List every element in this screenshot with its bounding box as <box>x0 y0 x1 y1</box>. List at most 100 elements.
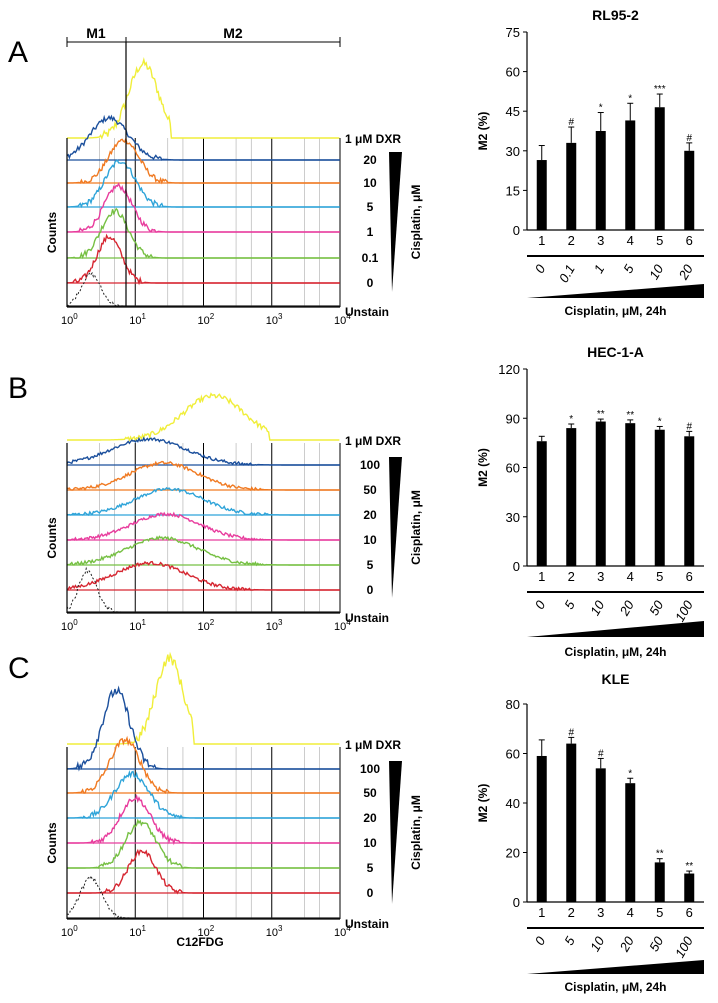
y-tick-label: 45 <box>506 104 520 119</box>
cisplatin-axis-label: Cisplatin, μM <box>409 795 423 870</box>
concentration-label: 50 <box>363 786 377 800</box>
unstain-label: Unstain <box>345 305 389 319</box>
cisplatin-4-trace <box>67 769 340 820</box>
bar <box>684 873 695 902</box>
y-tick-label: 80 <box>506 697 520 712</box>
x-tick-label: 103 <box>266 924 283 939</box>
significance-mark: * <box>658 416 662 427</box>
cisplatin-2-trace <box>67 207 340 260</box>
x-tick-label: 103 <box>266 618 283 633</box>
dxr-label: 1 μM DXR <box>345 132 401 146</box>
significance-mark: *** <box>654 84 666 95</box>
panel-letter: B <box>8 372 28 405</box>
y-tick-label: 15 <box>506 183 520 198</box>
unstain-label: Unstain <box>345 917 389 931</box>
cisplatin-axis-label: Cisplatin, μM <box>409 185 423 260</box>
bar <box>625 423 636 566</box>
x-tick-label: 104 <box>334 618 351 633</box>
concentration-tick-label: 50 <box>646 597 667 618</box>
concentration-label: 5 <box>367 558 374 572</box>
bar <box>566 142 577 230</box>
bar <box>654 862 665 902</box>
significance-mark: ** <box>685 861 693 872</box>
concentration-tick-label: 5 <box>561 933 578 947</box>
y-tick-label: 0 <box>513 895 520 910</box>
bar <box>595 421 606 566</box>
category-label: 1 <box>538 905 545 920</box>
cisplatin-2-trace <box>66 535 340 567</box>
y-axis-label: M2 (%) <box>476 448 490 487</box>
category-label: 4 <box>627 905 634 920</box>
significance-mark: ** <box>656 849 664 860</box>
x-tick-label: 100 <box>61 924 78 939</box>
histogram-panel-a: A 100 101 102 103 104 Counts 1 μM DXR 20 10 5 1 0.1 0… <box>8 25 423 327</box>
unstain-trace <box>66 271 340 307</box>
counts-label: Counts <box>45 822 59 864</box>
dxr-label: 1 μM DXR <box>345 738 401 752</box>
concentration-label: 1 <box>367 225 374 239</box>
x-tick-label: 101 <box>129 618 146 633</box>
concentration-tick-label: 0 <box>532 933 549 947</box>
concentration-wedge <box>389 761 402 904</box>
cisplatin-1-trace <box>67 560 340 592</box>
cisplatin-2-trace <box>67 818 340 869</box>
bar <box>536 755 547 902</box>
category-label: 4 <box>627 233 634 248</box>
concentration-label: 5 <box>367 200 374 214</box>
y-axis-label: M2 (%) <box>476 112 490 151</box>
y-tick-label: 30 <box>506 510 520 525</box>
cisplatin-6-trace <box>66 685 340 772</box>
category-label: 2 <box>568 569 575 584</box>
concentration-tick-label: 100 <box>672 597 696 624</box>
concentration-label: 10 <box>363 533 377 547</box>
category-label: 6 <box>686 905 693 920</box>
concentration-wedge <box>389 457 402 598</box>
cisplatin-3-trace <box>66 182 340 233</box>
bar <box>654 107 665 230</box>
concentration-label: 0.1 <box>362 251 379 265</box>
concentration-tick-label: 0 <box>532 261 549 275</box>
cisplatin-1-trace <box>66 233 340 286</box>
concentration-ramp <box>527 284 704 298</box>
x-tick-label: 102 <box>198 312 215 327</box>
concentration-ramp <box>527 960 704 974</box>
cisplatin-axis-label: Cisplatin, μM <box>409 490 423 565</box>
category-label: 2 <box>568 233 575 248</box>
significance-mark: # <box>686 421 692 432</box>
unstain-label: Unstain <box>345 611 389 625</box>
y-tick-label: 60 <box>506 747 520 762</box>
bar <box>654 429 665 566</box>
significance-mark: # <box>686 133 692 144</box>
dxr-trace <box>67 392 340 442</box>
dxr-trace <box>67 57 340 140</box>
concentration-tick-label: 5 <box>620 261 637 275</box>
concentration-tick-label: 10 <box>587 933 608 954</box>
cisplatin-5-trace <box>67 136 340 185</box>
significance-mark: * <box>569 414 573 425</box>
concentration-label: 0 <box>367 583 374 597</box>
concentration-ramp <box>527 621 704 637</box>
concentration-tick-label: 0 <box>532 597 549 611</box>
x-tick-label: 100 <box>61 618 78 633</box>
x-tick-label: 101 <box>129 312 146 327</box>
concentration-label: 0 <box>367 276 374 290</box>
concentration-tick-label: 0.1 <box>556 262 578 285</box>
category-label: 1 <box>538 569 545 584</box>
y-tick-label: 20 <box>506 846 520 861</box>
m2-label: M2 <box>223 25 243 41</box>
concentration-tick-label: 10 <box>646 261 667 282</box>
category-label: 6 <box>686 233 693 248</box>
cisplatin-6-trace <box>66 436 340 467</box>
x-tick-label: 104 <box>334 312 351 327</box>
chart-title: KLE <box>602 671 630 687</box>
y-tick-label: 90 <box>506 411 520 426</box>
cisplatin-6-trace <box>66 114 340 161</box>
bar-x-axis-label: Cisplatin, μM, 24h <box>564 645 666 659</box>
significance-mark: # <box>568 117 574 128</box>
concentration-tick-label: 100 <box>672 933 696 960</box>
significance-mark: ** <box>626 410 634 421</box>
x-axis-label: C12FDG <box>176 935 223 949</box>
y-tick-label: 0 <box>513 223 520 238</box>
